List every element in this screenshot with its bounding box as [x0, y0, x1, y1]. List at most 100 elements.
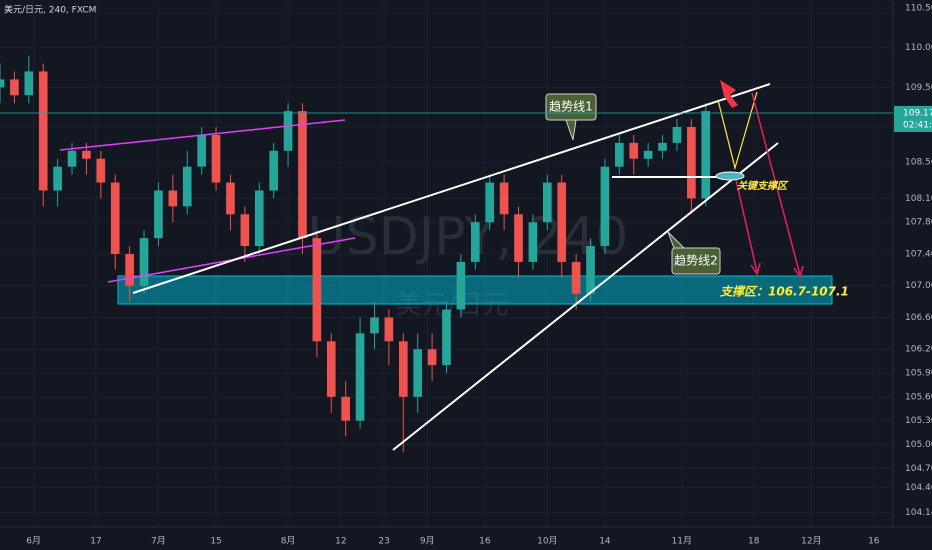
candle-body — [615, 142, 624, 167]
candle-body — [168, 190, 178, 207]
candle-body — [470, 222, 480, 262]
key-zone-label: 关键支撑区 — [737, 180, 789, 192]
flag-icon — [720, 80, 738, 108]
y-tick-label: 106.600 — [905, 313, 932, 323]
key-zone-marker — [715, 171, 745, 181]
candle-body — [197, 134, 206, 167]
y-tick-label: 110.000 — [905, 43, 932, 53]
drawings: 趋势线1 趋势线2 关键支撑区 支撑区：106.7-107.1 — [59, 80, 849, 451]
x-tick-label: 16 — [479, 537, 491, 547]
candle-body — [384, 317, 394, 342]
candle-body — [283, 111, 293, 151]
candle-body — [543, 182, 552, 223]
y-tick-label: 104.700 — [905, 464, 932, 474]
candle-body — [312, 238, 322, 342]
y-tick-label: 108.100 — [905, 194, 932, 204]
candle-body — [442, 309, 451, 366]
candle-body — [226, 182, 235, 215]
y-tick-label: 105.600 — [905, 392, 932, 402]
candle-body — [427, 349, 437, 366]
candle-body — [96, 158, 106, 183]
candle-body — [528, 222, 538, 262]
candle-body — [341, 396, 350, 421]
candle-body — [182, 166, 192, 207]
y-tick-label: 108.560 — [905, 157, 932, 167]
chart-title: 美元/日元, 240, FXCM — [4, 4, 96, 16]
y-tick-label: 105.300 — [905, 416, 932, 426]
candle-body — [571, 261, 581, 294]
callout-box — [671, 247, 721, 275]
candle-body — [269, 150, 278, 191]
trend-line-2 — [392, 142, 779, 451]
x-tick-label: 12 — [335, 537, 346, 547]
last-price-label: 109.177 — [903, 108, 932, 118]
candle-body — [0, 79, 5, 88]
axes: 110.500110.000109.500109.000108.560108.1… — [0, 3, 932, 547]
candle-body — [672, 126, 682, 143]
projection — [717, 91, 758, 171]
candle-body — [355, 333, 365, 421]
candle-body — [125, 253, 134, 286]
candle-body — [557, 182, 567, 262]
y-tick-label: 107.400 — [905, 249, 932, 259]
x-tick-label: 18 — [748, 537, 760, 547]
x-tick-label: 11月 — [672, 536, 692, 547]
arrow — [735, 179, 758, 273]
candle-body — [326, 341, 336, 397]
callout-tail — [565, 119, 577, 141]
candle-body — [586, 246, 595, 294]
candle-body — [211, 134, 221, 183]
candle-body — [254, 190, 264, 247]
y-tick-label: 106.200 — [905, 345, 932, 355]
y-tick-label: 107.000 — [905, 281, 932, 291]
arrow — [751, 92, 801, 276]
candle-body — [24, 71, 34, 96]
y-tick-label: 105.000 — [905, 440, 932, 450]
support-label: 支撑区：106.7-107.1 — [720, 285, 849, 299]
watermark: USDJPY, 240 — [308, 207, 629, 267]
arrow-head — [750, 262, 761, 276]
arrow-head — [793, 265, 804, 279]
x-tick-label: 7月 — [151, 536, 166, 547]
y-tick-label: 109.500 — [905, 83, 932, 93]
channel-line — [59, 119, 346, 151]
x-tick-label: 12月 — [801, 536, 821, 547]
y-tick-label: 110.500 — [905, 3, 932, 13]
x-tick-label: 8月 — [281, 536, 296, 547]
x-tick-label: 17 — [90, 537, 101, 547]
candle-body — [499, 182, 509, 215]
callout-label: 趋势线2 — [674, 254, 718, 268]
y-tick-label: 104.140 — [905, 508, 932, 518]
candle-body — [456, 261, 466, 310]
x-tick-label: 10月 — [537, 536, 557, 547]
candle-body — [629, 142, 639, 159]
candle-body — [413, 349, 423, 397]
callout-label: 趋势线1 — [549, 100, 593, 114]
candle-body — [10, 79, 19, 96]
candle-body — [643, 150, 653, 159]
x-tick-label: 15 — [210, 537, 221, 547]
x-tick-label: 16 — [868, 537, 880, 547]
candle-body — [154, 190, 163, 239]
candle-body — [485, 182, 495, 223]
callout-tail — [667, 231, 686, 249]
candles — [0, 55, 711, 453]
candle-body — [658, 142, 667, 151]
candle-body — [701, 111, 711, 199]
countdown-label: 02:41:16 — [903, 120, 932, 130]
y-tick-label: 105.900 — [905, 369, 932, 379]
candle-body — [82, 150, 91, 159]
x-tick-label: 6月 — [26, 536, 41, 547]
x-tick-label: 9月 — [420, 536, 435, 547]
x-tick-label: 14 — [599, 537, 611, 547]
candle-body — [38, 71, 48, 191]
candle-body — [110, 182, 120, 254]
candle-body — [600, 166, 610, 247]
y-tick-label: 107.800 — [905, 218, 932, 228]
last-price-box — [894, 105, 932, 132]
candle-body — [514, 214, 523, 262]
candle-body — [370, 317, 379, 334]
